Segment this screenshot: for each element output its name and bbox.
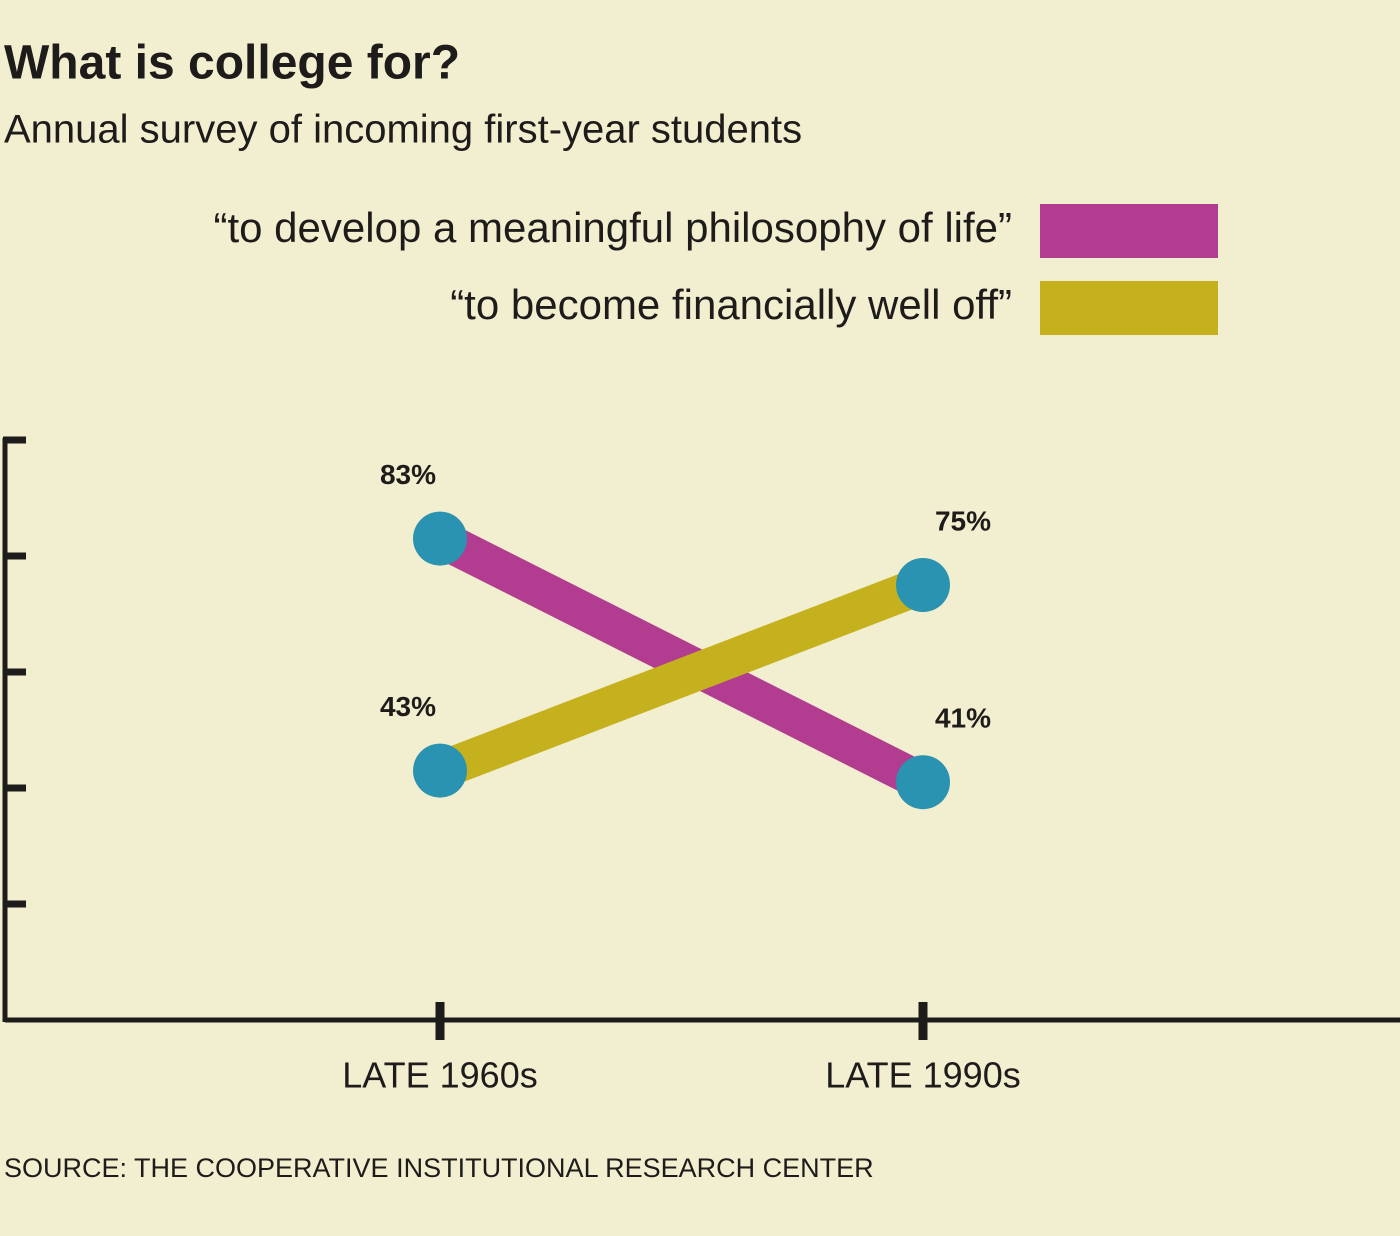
chart-title: What is college for?: [4, 37, 460, 90]
data-point: [896, 755, 950, 810]
value-label: 75%: [935, 505, 991, 536]
legend-label: “to develop a meaningful philosophy of l…: [214, 204, 1013, 251]
x-tick-label: LATE 1990s: [825, 1055, 1020, 1096]
data-point: [896, 558, 950, 612]
series-line: [433, 567, 930, 789]
legend-label: “to become financially well off”: [450, 281, 1012, 328]
value-label: 43%: [380, 691, 436, 722]
data-point: [413, 511, 467, 566]
chart-subtitle: Annual survey of incoming first-year stu…: [4, 108, 802, 152]
value-label: 41%: [935, 703, 991, 734]
source: SOURCE: THE COOPERATIVE INSTITUTIONAL RE…: [4, 1153, 874, 1183]
legend-swatch: [1040, 204, 1218, 258]
legend-swatch: [1040, 281, 1218, 335]
value-label: 83%: [380, 459, 436, 490]
x-tick-label: LATE 1960s: [342, 1055, 537, 1096]
data-point: [413, 743, 467, 798]
